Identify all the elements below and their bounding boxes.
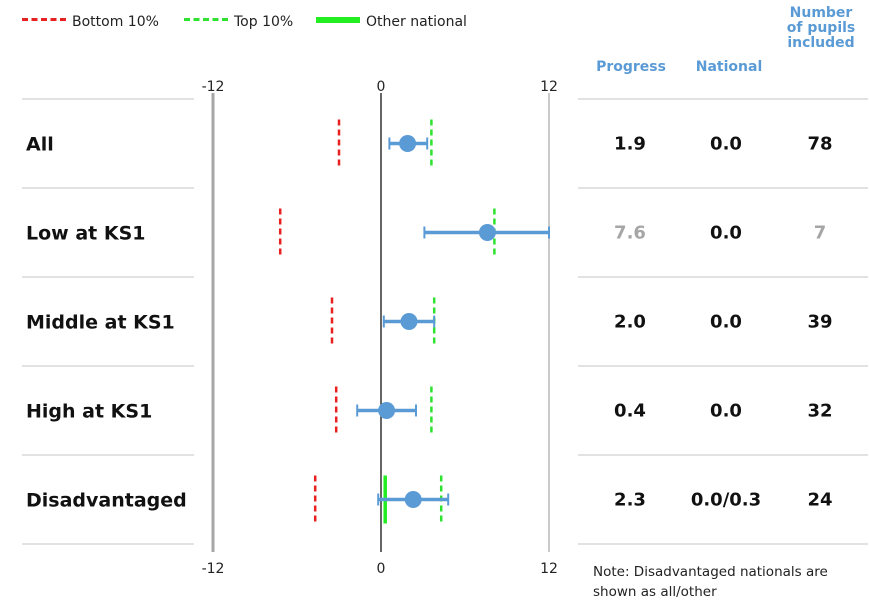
row-label-all: All — [26, 134, 54, 156]
national-value: 0.0/0.3 — [691, 490, 761, 511]
footnote: Note: Disadvantaged nationals are shown … — [593, 564, 828, 600]
tick-label-bottom: -12 — [202, 561, 225, 577]
tick-label-top: 0 — [377, 79, 386, 95]
pupils-value: 32 — [807, 401, 832, 422]
tick-label-bottom: 12 — [540, 561, 558, 577]
legend-label-other: Other national — [366, 14, 467, 30]
progress-point — [400, 313, 418, 330]
national-value: 0.0 — [710, 401, 742, 422]
progress-point — [478, 224, 496, 241]
tick-label-top: -12 — [202, 79, 225, 95]
legend-item-top: Top 10% — [184, 14, 293, 30]
pupils-header: Number of pupils included — [786, 5, 856, 51]
row-label-disadvantaged: Disadvantaged — [26, 490, 187, 512]
progress-value: 7.6 — [614, 223, 646, 244]
national-value: 0.0 — [710, 223, 742, 244]
pupils-value: 7 — [814, 223, 827, 244]
national-value: 0.0 — [710, 312, 742, 333]
tick-label-bottom: 0 — [377, 561, 386, 577]
bottom-10-swatch — [22, 17, 66, 21]
progress-point — [378, 402, 396, 419]
progress-value: 0.4 — [614, 401, 646, 422]
row-label-low-at-ks1: Low at KS1 — [26, 223, 145, 245]
top-10-swatch — [184, 17, 228, 21]
legend-item-other: Other national — [316, 14, 467, 30]
tick-label-top: 12 — [540, 79, 558, 95]
legend-label-top: Top 10% — [234, 14, 294, 30]
row-label-high-at-ks1: High at KS1 — [26, 401, 152, 423]
other-national-swatch — [316, 17, 360, 23]
progress-value: 2.3 — [614, 490, 646, 511]
pupils-value: 39 — [807, 312, 832, 333]
pupils-value: 24 — [807, 490, 832, 511]
pupils-value: 78 — [807, 134, 832, 155]
progress-value: 1.9 — [614, 134, 646, 155]
legend-item-bottom: Bottom 10% — [22, 14, 159, 30]
national-value: 0.0 — [710, 134, 742, 155]
legend-label-bottom: Bottom 10% — [72, 14, 159, 30]
row-label-middle-at-ks1: Middle at KS1 — [26, 312, 175, 334]
progress-value: 2.0 — [614, 312, 646, 333]
progress-point — [399, 135, 417, 152]
national-header: National — [695, 59, 763, 75]
progress-point — [404, 491, 422, 508]
progress-header: Progress — [596, 59, 666, 75]
